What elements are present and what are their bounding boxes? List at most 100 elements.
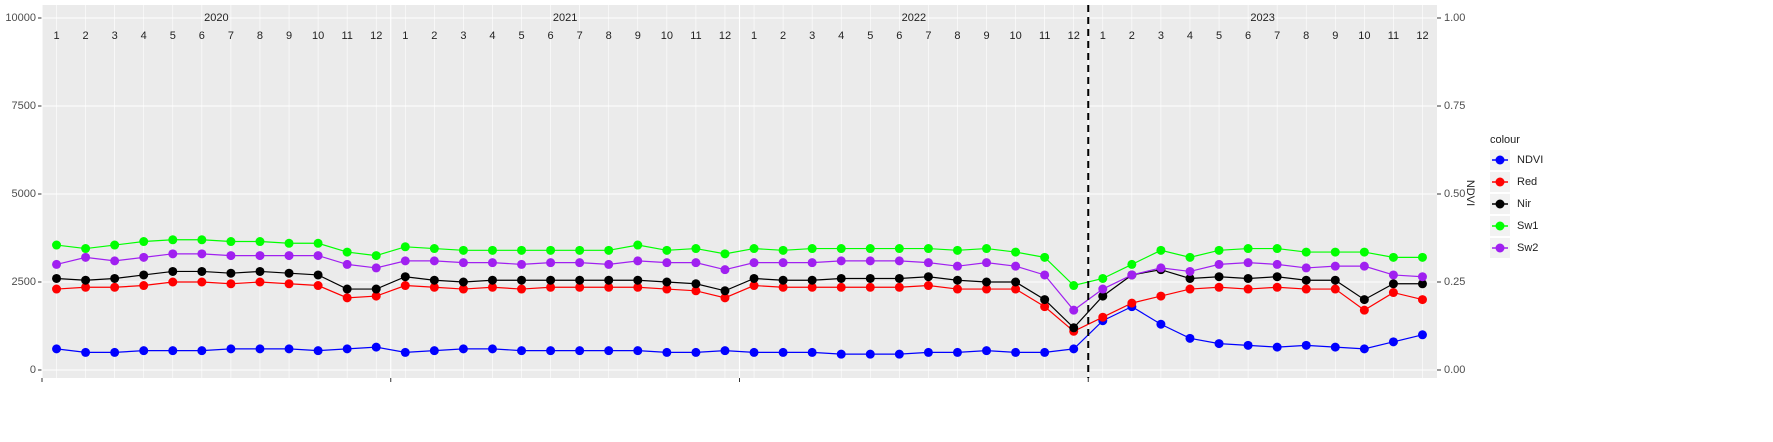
data-point <box>691 286 701 296</box>
month-label: 11 <box>690 30 701 42</box>
series-line <box>56 269 1423 329</box>
data-point <box>1214 282 1224 292</box>
series-line <box>56 253 1423 311</box>
data-point <box>139 237 149 247</box>
data-point <box>662 284 672 294</box>
data-point <box>429 256 439 266</box>
data-point <box>1417 252 1427 262</box>
month-label: 1 <box>751 30 757 42</box>
data-point <box>836 282 846 292</box>
data-point <box>1011 347 1021 357</box>
month-label: 8 <box>606 30 612 42</box>
month-label: 3 <box>809 30 815 42</box>
data-point <box>255 277 265 287</box>
data-point <box>1272 342 1282 352</box>
legend-key-dot <box>1495 155 1505 165</box>
data-point <box>1359 247 1369 257</box>
month-label: 11 <box>1388 30 1399 42</box>
data-point <box>982 258 992 268</box>
data-point <box>1156 291 1166 301</box>
data-point <box>1359 261 1369 271</box>
data-point <box>749 258 759 268</box>
data-point <box>1359 344 1369 354</box>
data-point <box>633 275 643 285</box>
data-point <box>952 261 962 271</box>
month-label: 8 <box>954 30 960 42</box>
data-point <box>604 245 614 255</box>
month-label: 6 <box>896 30 902 42</box>
data-point <box>1185 266 1195 276</box>
month-label: 6 <box>1245 30 1251 42</box>
data-point <box>1011 261 1021 271</box>
data-point <box>749 244 759 254</box>
y2-tick-label: 0.75 <box>1444 100 1465 112</box>
data-point <box>371 251 381 261</box>
data-point <box>226 279 236 289</box>
data-point <box>1069 323 1079 333</box>
data-point <box>342 259 352 269</box>
y-tick-label: 10000 <box>5 12 36 24</box>
month-label: 6 <box>548 30 554 42</box>
month-label: 4 <box>141 30 147 42</box>
data-point <box>52 259 62 269</box>
data-point <box>749 347 759 357</box>
data-point <box>81 347 91 357</box>
data-point <box>894 273 904 283</box>
data-point <box>400 347 410 357</box>
data-point <box>1388 270 1398 280</box>
data-point <box>807 275 817 285</box>
data-point <box>546 275 556 285</box>
month-label: 5 <box>170 30 176 42</box>
month-label: 5 <box>1216 30 1222 42</box>
data-point <box>1098 312 1108 322</box>
data-point <box>575 275 585 285</box>
data-point <box>1330 275 1340 285</box>
data-point <box>226 344 236 354</box>
data-point <box>894 349 904 359</box>
y-tick-label: 0 <box>30 364 36 376</box>
data-point <box>371 284 381 294</box>
data-point <box>1301 340 1311 350</box>
data-point <box>923 281 933 291</box>
data-point <box>81 275 91 285</box>
month-label: 12 <box>719 30 731 42</box>
data-point <box>749 281 759 291</box>
data-point <box>110 240 120 250</box>
month-label: 12 <box>370 30 382 42</box>
data-point <box>313 251 323 261</box>
month-label: 4 <box>489 30 495 42</box>
data-point <box>371 291 381 301</box>
data-point <box>1301 263 1311 273</box>
data-point <box>1127 298 1137 308</box>
data-point <box>865 273 875 283</box>
month-label: 9 <box>983 30 989 42</box>
data-point <box>1156 319 1166 329</box>
data-point <box>923 272 933 282</box>
month-label: 3 <box>460 30 466 42</box>
data-point <box>284 344 294 354</box>
year-label: 2020 <box>204 12 228 24</box>
data-point <box>1301 284 1311 294</box>
y-tick-label: 5000 <box>12 188 36 200</box>
legend-label: Nir <box>1517 198 1531 210</box>
legend-key-dot <box>1495 199 1505 209</box>
data-point <box>546 245 556 255</box>
month-label: 10 <box>1358 30 1370 42</box>
data-point <box>952 275 962 285</box>
data-point <box>197 277 207 287</box>
data-point <box>1243 244 1253 254</box>
data-point <box>1330 284 1340 294</box>
data-point <box>487 275 497 285</box>
legend-label: Red <box>1517 176 1537 188</box>
data-point <box>1330 247 1340 257</box>
data-point <box>778 245 788 255</box>
month-label: 5 <box>518 30 524 42</box>
month-label: 9 <box>1332 30 1338 42</box>
data-point <box>633 346 643 356</box>
y-tick-label: 7500 <box>12 100 36 112</box>
data-point <box>168 249 178 259</box>
data-point <box>400 281 410 291</box>
month-label: 2 <box>83 30 89 42</box>
data-point <box>1098 273 1108 283</box>
